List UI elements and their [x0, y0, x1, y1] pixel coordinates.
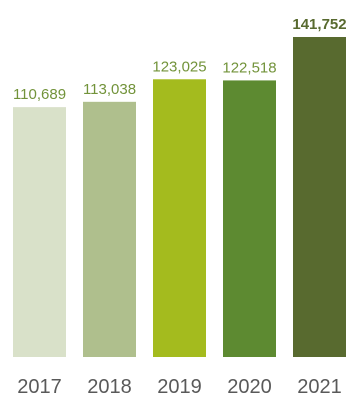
value-label-2020: 122,518: [222, 59, 276, 76]
value-labels-layer: 110,689 113,038 123,025 122,518 141,752: [13, 16, 347, 103]
bar-2019: [153, 79, 206, 358]
value-label-2019: 123,025: [152, 58, 206, 75]
value-label-2017: 110,689: [13, 86, 66, 103]
bar-2021: [293, 37, 346, 357]
value-label-2021: 141,752: [292, 16, 346, 33]
x-tick-label-2018: 2018: [87, 376, 132, 398]
x-tick-label-2020: 2020: [227, 376, 272, 398]
x-tick-label-2017: 2017: [17, 376, 62, 398]
x-tick-label-2021: 2021: [297, 376, 342, 398]
value-label-2018: 113,038: [83, 81, 136, 98]
bar-2020: [223, 80, 276, 358]
bar-2017: [13, 107, 66, 357]
x-tick-label-2019: 2019: [157, 376, 202, 398]
bars-layer: [13, 37, 346, 358]
x-tick-labels-layer: 2017 2018 2019 2020 2021: [17, 376, 342, 398]
bar-2018: [83, 101, 136, 357]
